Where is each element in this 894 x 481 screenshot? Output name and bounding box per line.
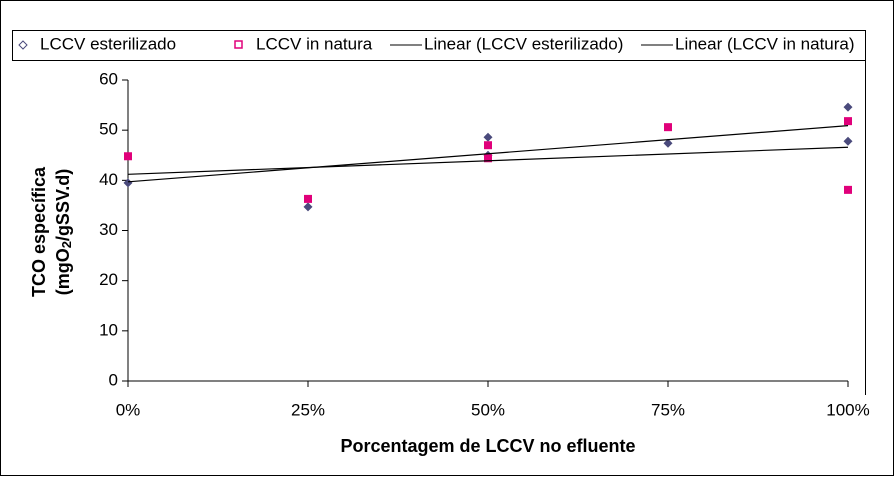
point bbox=[843, 136, 853, 146]
point bbox=[483, 132, 493, 142]
y-tick-label: 10 bbox=[99, 320, 118, 339]
point bbox=[663, 138, 673, 148]
legend-label: LCCV esterilizado bbox=[40, 34, 176, 53]
y-title-part: /gSSV.d) bbox=[53, 169, 73, 241]
x-tick-label: 100% bbox=[826, 400, 869, 419]
point bbox=[304, 194, 312, 203]
point bbox=[843, 102, 853, 112]
trend-line bbox=[127, 146, 849, 175]
legend-box bbox=[12, 30, 866, 61]
legend-swatch bbox=[234, 40, 243, 49]
legend-label: Linear (LCCV in natura) bbox=[675, 34, 855, 53]
point bbox=[303, 202, 313, 212]
y-tick-label: 40 bbox=[99, 170, 118, 189]
x-tick-label: 50% bbox=[471, 400, 505, 419]
point bbox=[484, 154, 492, 163]
point bbox=[664, 123, 672, 132]
y-axis-title: (mgO2/gSSV.d) bbox=[53, 169, 75, 296]
point bbox=[484, 141, 492, 150]
y-tick-label: 0 bbox=[109, 370, 118, 389]
x-axis-title: Porcentagem de LCCV no efluente bbox=[340, 436, 635, 456]
point bbox=[844, 185, 852, 194]
legend-label: Linear (LCCV esterilizado) bbox=[424, 34, 623, 53]
y-tick-label: 20 bbox=[99, 270, 118, 289]
trend-line bbox=[127, 125, 849, 183]
legend-label: LCCV in natura bbox=[256, 34, 373, 53]
x-tick-label: 25% bbox=[291, 400, 325, 419]
y-axis-title: TCO específica bbox=[29, 166, 49, 297]
y-tick-label: 30 bbox=[99, 220, 118, 239]
x-tick-label: 0% bbox=[116, 400, 141, 419]
x-tick-label: 75% bbox=[651, 400, 685, 419]
point bbox=[123, 178, 133, 188]
point bbox=[124, 152, 132, 161]
y-title-part: (mgO bbox=[53, 248, 73, 295]
y-tick-label: 60 bbox=[99, 69, 118, 88]
legend-swatch bbox=[18, 40, 28, 50]
point bbox=[844, 117, 852, 126]
y-title-sub: 2 bbox=[59, 241, 74, 248]
y-tick-label: 50 bbox=[99, 120, 118, 139]
